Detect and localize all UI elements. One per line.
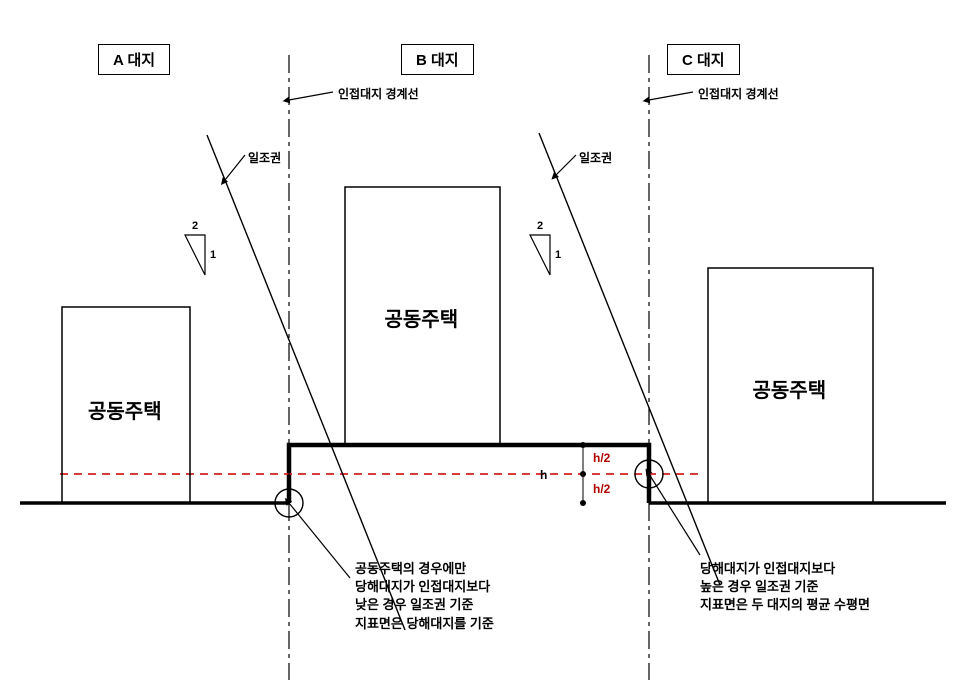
h2-top-label: h/2 bbox=[593, 451, 610, 465]
diagram-canvas: A 대지 B 대지 C 대지 공동주택 공동주택 공동주택 일조권 일조권 인접… bbox=[0, 0, 966, 689]
site-tag-c: C 대지 bbox=[667, 44, 740, 75]
ratio-a-top: 2 bbox=[192, 220, 198, 232]
boundary-label-c: 인접대지 경계선 bbox=[698, 85, 779, 102]
boundary-label-b: 인접대지 경계선 bbox=[338, 85, 419, 102]
building-label-c: 공동주택 bbox=[753, 374, 827, 403]
sun-label-a: 일조권 bbox=[248, 149, 281, 166]
site-tag-a: A 대지 bbox=[98, 44, 170, 75]
sun-label-b: 일조권 bbox=[579, 149, 612, 166]
h-label: h bbox=[540, 468, 547, 482]
building-label-b: 공동주택 bbox=[385, 303, 459, 332]
ratio-b-side: 1 bbox=[555, 249, 561, 261]
h2-bot-label: h/2 bbox=[593, 482, 610, 496]
note-right: 당해대지가 인접대지보다 높은 경우 일조권 기준 지표면은 두 대지의 평균 … bbox=[700, 560, 870, 615]
ratio-a-side: 1 bbox=[210, 249, 216, 261]
building-label-a: 공동주택 bbox=[88, 395, 162, 424]
ratio-b-top: 2 bbox=[537, 220, 543, 232]
note-left: 공동주택의 경우에만 당해대지가 인접대지보다 낮은 경우 일조권 기준 지표면… bbox=[355, 560, 494, 633]
site-tag-b: B 대지 bbox=[401, 44, 474, 75]
